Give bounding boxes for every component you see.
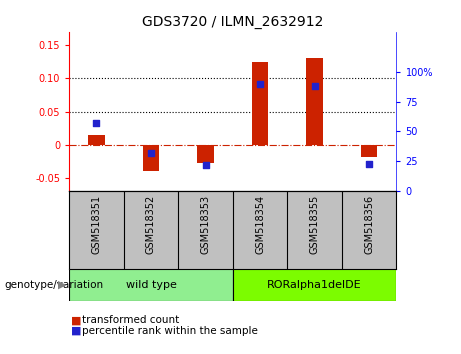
Point bbox=[148, 150, 155, 156]
Point bbox=[93, 120, 100, 126]
Point bbox=[366, 161, 373, 166]
Text: ■: ■ bbox=[71, 315, 82, 325]
Text: RORalpha1delDE: RORalpha1delDE bbox=[267, 280, 362, 290]
Point bbox=[256, 81, 264, 86]
Text: GSM518356: GSM518356 bbox=[364, 195, 374, 254]
Text: transformed count: transformed count bbox=[82, 315, 179, 325]
Bar bbox=[252, 62, 268, 145]
Bar bbox=[197, 145, 214, 163]
Text: GSM518352: GSM518352 bbox=[146, 195, 156, 254]
Text: genotype/variation: genotype/variation bbox=[5, 280, 104, 290]
Bar bbox=[88, 135, 105, 145]
Text: ▶: ▶ bbox=[58, 280, 66, 290]
Text: GSM518351: GSM518351 bbox=[91, 195, 101, 254]
Bar bbox=[307, 58, 323, 145]
Point bbox=[311, 83, 318, 89]
Text: wild type: wild type bbox=[125, 280, 177, 290]
Bar bbox=[233, 269, 396, 301]
Title: GDS3720 / ILMN_2632912: GDS3720 / ILMN_2632912 bbox=[142, 16, 324, 29]
Text: GSM518353: GSM518353 bbox=[201, 195, 211, 254]
Point bbox=[202, 162, 209, 168]
Text: GSM518354: GSM518354 bbox=[255, 195, 265, 254]
Bar bbox=[143, 145, 159, 171]
Text: percentile rank within the sample: percentile rank within the sample bbox=[82, 326, 258, 336]
Text: GSM518355: GSM518355 bbox=[310, 195, 319, 254]
Bar bbox=[361, 145, 378, 156]
Text: ■: ■ bbox=[71, 326, 82, 336]
Bar bbox=[69, 269, 233, 301]
